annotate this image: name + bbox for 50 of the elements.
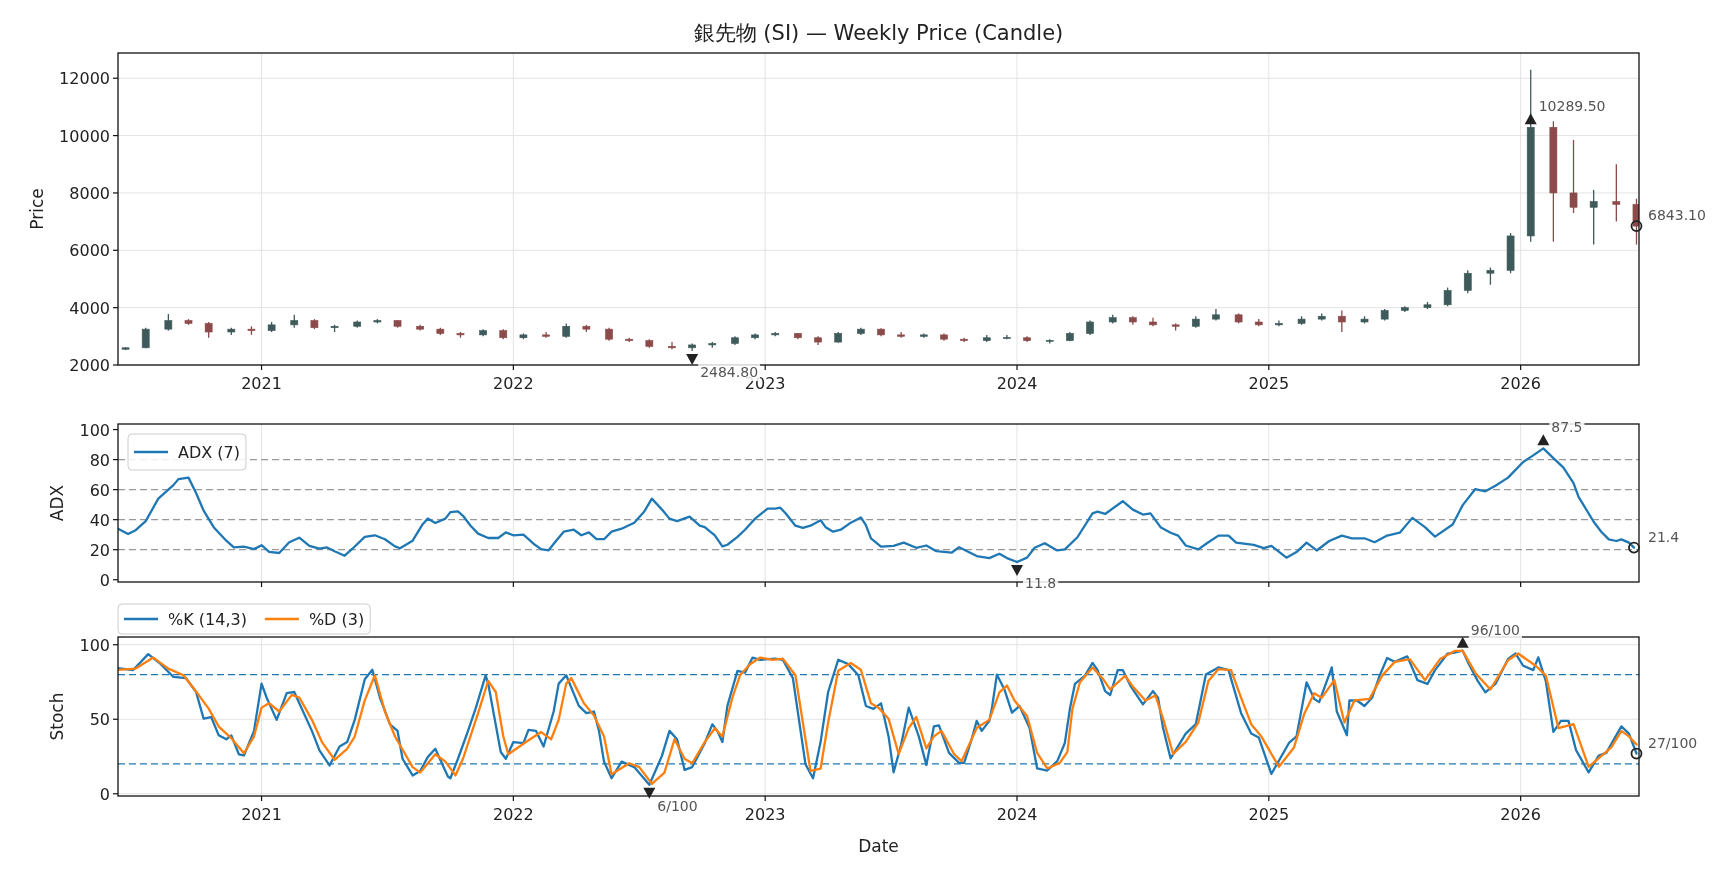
- y-tick-label: 50: [89, 710, 110, 730]
- x-axis-title: Date: [858, 836, 899, 856]
- y-tick-label: 80: [89, 450, 110, 470]
- x-tick-label: 2025: [1248, 374, 1290, 393]
- x-tick-label: 2025: [1248, 805, 1290, 824]
- y-tick-label: 40: [89, 510, 110, 530]
- legend: ADX (7): [127, 433, 247, 471]
- x-tick-label: 2022: [493, 805, 534, 824]
- annotation: 6843.10: [1630, 207, 1708, 232]
- x-tick-label: 2026: [1500, 805, 1541, 824]
- annotation: 6/100: [657, 797, 698, 814]
- y-axis-title: Price: [27, 188, 48, 230]
- y-tick-label: 100: [79, 635, 110, 655]
- annotation: 96/100: [1470, 621, 1520, 638]
- y-tick-label: 0: [99, 570, 110, 590]
- annotation: 21.4: [1628, 528, 1682, 554]
- y-tick-label: 2000: [69, 356, 110, 375]
- legend-label: %K (14,3): [168, 610, 247, 629]
- annotation: 11.8: [1025, 575, 1057, 592]
- annotation: 87.5: [1551, 419, 1583, 436]
- y-tick-label: 0: [99, 784, 110, 804]
- legend-label: ADX (7): [178, 443, 240, 462]
- x-tick-label: 2021: [241, 374, 282, 393]
- x-tick-label: 2024: [996, 805, 1038, 824]
- x-tick-label: 2024: [996, 374, 1038, 393]
- y-tick-label: 8000: [69, 183, 110, 203]
- x-tick-label: 2021: [241, 805, 282, 824]
- y-tick-label: 4000: [69, 298, 110, 318]
- annotation: 6/100: [643, 787, 700, 815]
- y-tick-label: 60: [89, 480, 110, 500]
- legend-label: %D (3): [308, 610, 365, 629]
- y-tick-label: 6000: [69, 241, 110, 261]
- annotation: 87.5: [1537, 419, 1585, 446]
- y-axis-title: ADX: [47, 484, 68, 522]
- x-tick-label: 2023: [744, 805, 786, 824]
- y-tick-label: 100: [79, 420, 110, 440]
- annotation: 21.4: [1648, 528, 1680, 545]
- annotation: 27/100: [1630, 734, 1700, 760]
- annotation: 10289.50: [1538, 98, 1606, 115]
- y-tick-label: 12000: [59, 69, 110, 89]
- annotation: 10289.50: [1524, 98, 1608, 125]
- x-tick-label: 2022: [493, 374, 534, 393]
- annotation: 11.8: [1011, 565, 1059, 593]
- y-tick-label: 20: [89, 540, 110, 560]
- y-axis-title: Stoch: [47, 692, 68, 741]
- annotation: 6843.10: [1648, 207, 1706, 224]
- chart-title: 銀先物 (SI) — Weekly Price (Candle): [693, 21, 1064, 45]
- x-tick-label: 2026: [1500, 374, 1541, 393]
- y-tick-label: 10000: [59, 126, 110, 146]
- annotation: 27/100: [1648, 734, 1698, 751]
